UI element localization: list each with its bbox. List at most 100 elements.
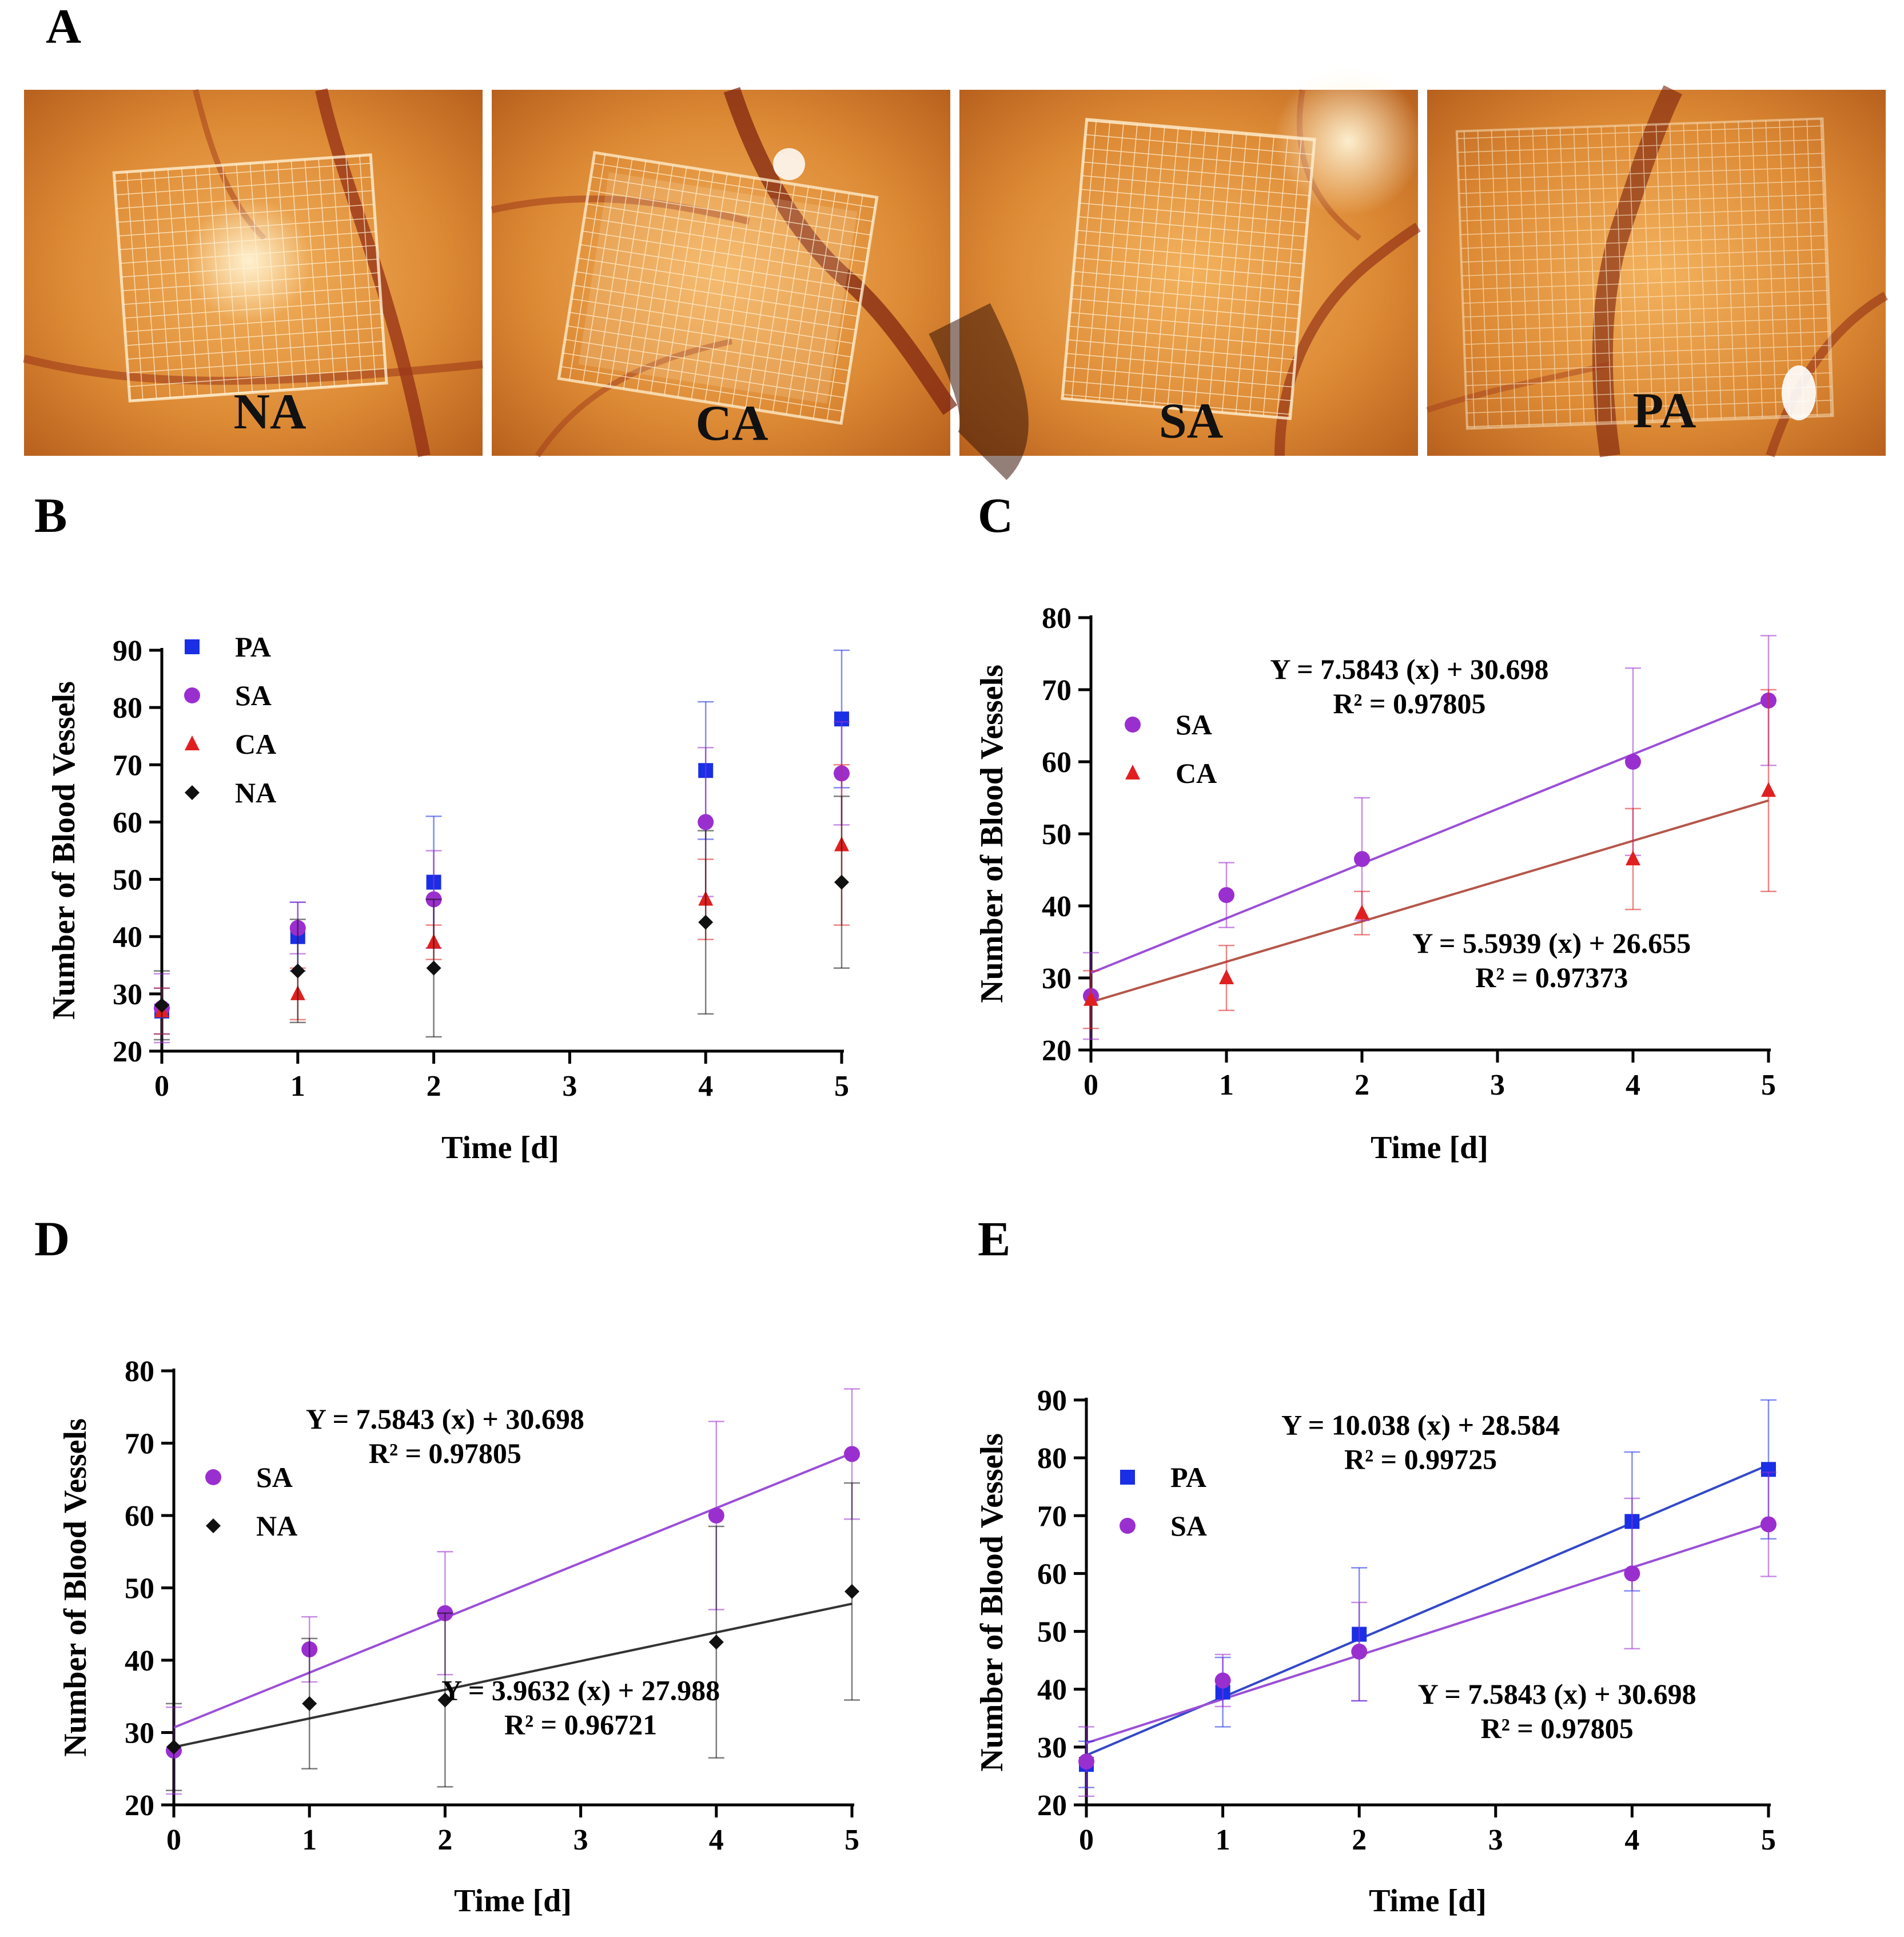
- data-point-na: [426, 960, 441, 976]
- x-tick-label: 5: [1761, 1824, 1776, 1856]
- data-point-sa: [1218, 887, 1234, 904]
- y-tick-label: 70: [1042, 674, 1072, 707]
- x-tick-label: 2: [437, 1824, 452, 1856]
- legend-marker-sa: [205, 1469, 221, 1485]
- y-tick-label: 80: [125, 1355, 154, 1388]
- data-point-ca: [1626, 850, 1640, 866]
- legend-label-sa: SA: [1170, 1510, 1207, 1542]
- legend-marker-ca: [185, 735, 200, 750]
- legend-marker-pa: [185, 639, 200, 654]
- photo-panel-sa: SA: [929, 67, 1423, 480]
- fit-line-sa: [173, 1452, 853, 1729]
- y-tick-label: 60: [113, 806, 142, 839]
- legend-label-ca: CA: [235, 728, 276, 760]
- x-tick-label: 3: [562, 1070, 577, 1103]
- y-tick-label: 80: [1037, 1442, 1067, 1475]
- y-tick-label: 50: [1037, 1616, 1067, 1649]
- x-tick-label: 1: [302, 1824, 317, 1856]
- x-axis-label: Time [d]: [1371, 1130, 1488, 1166]
- photo-panel-na: NA: [23, 88, 483, 458]
- fit-line-sa: [1090, 698, 1769, 975]
- x-tick-label: 2: [427, 1070, 441, 1103]
- x-tick-label: 1: [290, 1070, 305, 1103]
- data-point-ca: [1761, 782, 1776, 797]
- y-tick-label: 50: [113, 864, 142, 897]
- panel-letter-c: C: [978, 488, 1013, 543]
- x-tick-label: 3: [1490, 1069, 1505, 1101]
- x-tick-label: 0: [154, 1070, 169, 1103]
- regression-equation: Y = 5.5939 (x) + 26.655: [1412, 927, 1691, 959]
- y-tick-label: 30: [1037, 1732, 1067, 1764]
- data-point-na: [845, 1584, 859, 1599]
- legend-label-pa: PA: [235, 631, 271, 663]
- legend-label-na: NA: [256, 1510, 297, 1542]
- legend-label-sa: SA: [235, 679, 272, 711]
- x-axis-label: Time [d]: [1369, 1883, 1487, 1919]
- y-tick-label: 40: [1042, 890, 1072, 923]
- chart-b: 0 1 2 3 4 5 20 30 40 50 60 70 80 90 Time [d] Number of …: [46, 631, 850, 1166]
- panel-letter-a: A: [46, 0, 81, 54]
- y-tick-label: 70: [113, 749, 142, 782]
- y-axis-label: Number of Blood Vessels: [46, 681, 82, 1020]
- y-axis-label: Number of Blood Vessels: [58, 1418, 93, 1757]
- chart-c: 0 1 2 3 4 5 20 30 40 50 60 70 80 Time [d] Number of Bl…: [974, 602, 1776, 1166]
- photo-label-sa: SA: [1159, 393, 1224, 449]
- panel-letter-b: B: [34, 488, 67, 543]
- y-tick-label: 70: [1037, 1500, 1067, 1533]
- regression-equation: Y = 7.5843 (x) + 30.698: [1418, 1678, 1696, 1710]
- x-tick-label: 4: [698, 1070, 713, 1103]
- x-tick-label: 0: [1084, 1069, 1098, 1101]
- x-tick-label: 3: [573, 1824, 588, 1856]
- photo-panel-pa: PA: [1426, 85, 1889, 458]
- r-squared-value: R² = 0.97373: [1475, 961, 1628, 993]
- legend-marker-sa: [184, 687, 200, 703]
- data-point-na: [698, 914, 714, 930]
- r-squared-value: R² = 0.97805: [369, 1437, 521, 1469]
- data-point-sa: [1760, 1516, 1776, 1533]
- y-tick-label: 40: [125, 1645, 154, 1677]
- x-tick-label: 4: [709, 1824, 724, 1856]
- fit-line-sa: [1086, 1522, 1769, 1744]
- x-axis-label: Time [d]: [454, 1883, 572, 1919]
- r-squared-value: R² = 0.97805: [1333, 687, 1485, 719]
- x-tick-label: 4: [1626, 1069, 1640, 1101]
- y-tick-label: 60: [125, 1500, 154, 1533]
- y-tick-label: 30: [113, 979, 142, 1011]
- regression-equation: Y = 3.9632 (x) + 27.988: [441, 1675, 720, 1707]
- data-point-na: [302, 1696, 317, 1711]
- regression-equation: Y = 7.5843 (x) + 30.698: [1270, 653, 1548, 685]
- x-tick-label: 2: [1352, 1824, 1367, 1856]
- r-squared-value: R² = 0.99725: [1344, 1443, 1497, 1475]
- data-point-sa: [1354, 851, 1370, 868]
- y-tick-label: 30: [125, 1717, 154, 1750]
- r-squared-value: R² = 0.96721: [504, 1709, 657, 1741]
- y-axis-label: Number of Blood Vessels: [974, 1433, 1010, 1772]
- y-tick-label: 60: [1042, 746, 1072, 779]
- data-point-sa: [1625, 754, 1641, 770]
- y-tick-label: 20: [1042, 1035, 1072, 1067]
- x-tick-label: 0: [1079, 1824, 1094, 1856]
- photo-label-pa: PA: [1633, 383, 1696, 439]
- regression-equation: Y = 7.5843 (x) + 30.698: [306, 1403, 584, 1435]
- y-tick-label: 90: [1037, 1385, 1067, 1417]
- data-point-ca: [1219, 969, 1234, 984]
- data-point-na: [154, 997, 169, 1013]
- photo-panel-ca: CA: [491, 87, 958, 458]
- x-tick-label: 0: [166, 1824, 181, 1856]
- y-tick-label: 50: [1042, 818, 1072, 851]
- x-tick-label: 2: [1355, 1069, 1369, 1101]
- x-tick-label: 3: [1488, 1824, 1503, 1856]
- legend-label-pa: PA: [1170, 1461, 1206, 1493]
- data-point-sa: [698, 814, 714, 830]
- photo-label-na: NA: [233, 384, 306, 440]
- y-tick-label: 90: [113, 635, 142, 667]
- data-point-sa: [844, 1446, 860, 1462]
- y-tick-label: 60: [1037, 1558, 1067, 1590]
- chart-e: 0 1 2 3 4 5 20 30 40 50 60 70 80 90 Time [d] Number of …: [974, 1385, 1776, 1919]
- chart-d: 0 1 2 3 4 5 20 30 40 50 60 70 80 Time [d] Number of Bl…: [58, 1355, 860, 1919]
- y-tick-label: 70: [125, 1428, 154, 1461]
- regression-equation: Y = 10.038 (x) + 28.584: [1281, 1409, 1560, 1441]
- legend-label-sa: SA: [256, 1461, 293, 1493]
- data-point-sa: [1214, 1672, 1231, 1689]
- legend-label-na: NA: [235, 777, 276, 809]
